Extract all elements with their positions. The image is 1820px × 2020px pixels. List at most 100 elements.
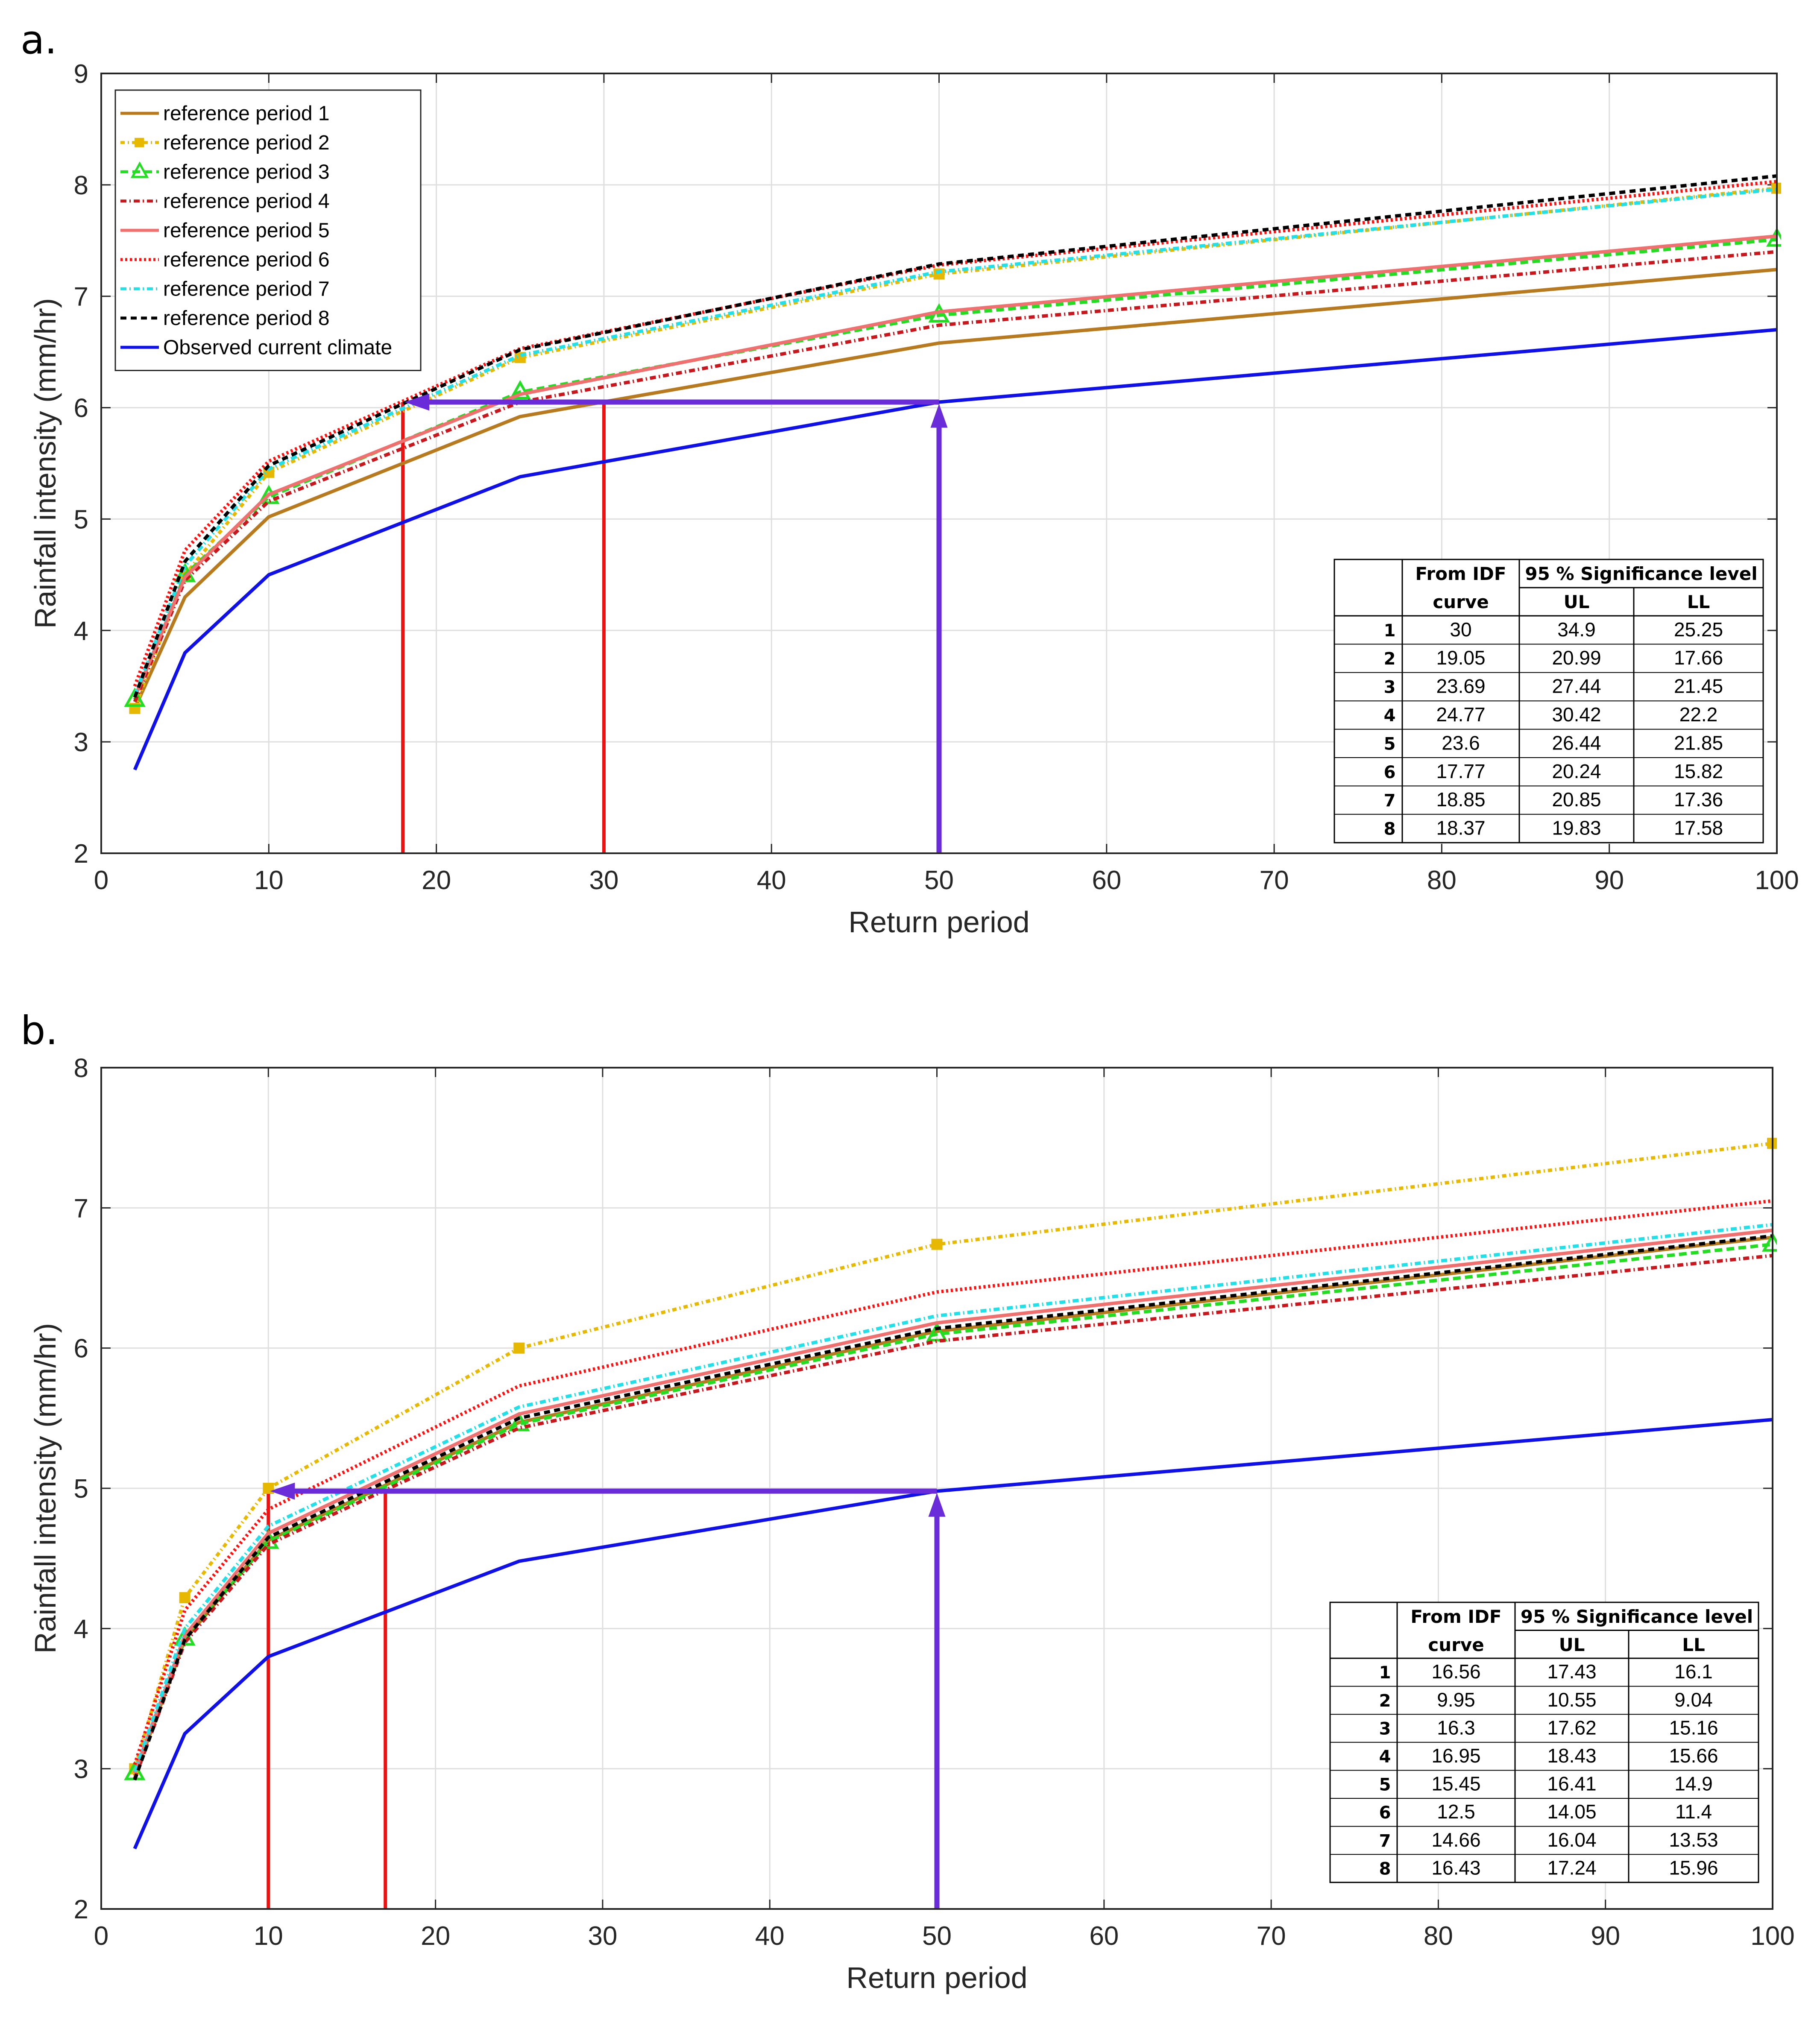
series-point (509, 380, 531, 400)
legend: reference period 1 reference period 2 refe… (114, 89, 422, 371)
series-point (263, 1483, 274, 1494)
x-tick-label: 30 (589, 866, 618, 895)
table-cell-ul: 20.99 (1552, 647, 1601, 669)
arrow-vertical-head (930, 404, 948, 428)
x-tick-label: 50 (924, 866, 954, 895)
series-9 (133, 1418, 1773, 1850)
table-cell-idf: 14.66 (1431, 1829, 1480, 1851)
legend-label: reference period 8 (163, 307, 330, 330)
series-point (931, 1238, 943, 1250)
table-cell-ll: 15.96 (1669, 1856, 1718, 1879)
x-tick-label: 90 (1591, 1921, 1620, 1951)
table-cell-ll: 13.53 (1669, 1829, 1718, 1851)
series-point (258, 485, 280, 504)
table-row-id: 3 (1379, 1719, 1391, 1739)
table-cell-idf: 18.37 (1436, 817, 1485, 839)
arrow-horizontal-head (404, 393, 430, 411)
panel-label: b. (21, 1008, 58, 1054)
table-cell-idf: 30 (1450, 618, 1471, 641)
series-6 (133, 1199, 1773, 1765)
table-cell-ll: 11.4 (1675, 1800, 1712, 1823)
table-cell-idf: 24.77 (1436, 703, 1485, 726)
x-tick-label: 90 (1594, 866, 1624, 895)
panel-label: a. (21, 17, 57, 63)
legend-label: reference period 1 (163, 102, 330, 125)
series-point (179, 1592, 190, 1604)
y-tick-label: 2 (74, 1895, 88, 1924)
series-point (124, 687, 146, 707)
x-tick-label: 0 (94, 1921, 108, 1951)
table-header-idf: From IDF (1410, 1606, 1501, 1627)
table-cell-ll: 17.36 (1674, 788, 1723, 811)
series-line (133, 174, 1777, 698)
x-tick-label: 30 (588, 1921, 617, 1951)
table-cell-idf: 16.3 (1437, 1716, 1475, 1739)
table-cell-ll: 17.58 (1674, 817, 1723, 839)
plot-content (124, 1138, 1777, 1909)
table-cell-ul: 27.44 (1552, 675, 1601, 697)
x-tick-label: 20 (422, 866, 451, 895)
series-1 (133, 268, 1777, 709)
y-tick-label: 2 (74, 839, 88, 869)
table-row-id: 5 (1384, 734, 1396, 754)
y-tick-label: 3 (74, 728, 88, 757)
x-tick-label: 100 (1750, 1921, 1794, 1951)
table-row-id: 1 (1379, 1663, 1391, 1683)
y-axis-title: Rainfall intensity (mm/hr) (29, 1323, 62, 1654)
table-cell-ll: 15.16 (1669, 1716, 1718, 1739)
y-tick-label: 7 (74, 282, 88, 312)
chart-panel-a: a. 0 10 20 30 40 50 60 70 80 90 100 2 3 4 5 6 7 8 9 Return p… (21, 17, 1799, 939)
table-cell-idf: 18.85 (1436, 788, 1485, 811)
legend-marker (130, 161, 149, 178)
x-axis-title: Return period (848, 905, 1029, 939)
table-header-idf-curve: curve (1433, 591, 1489, 612)
legend-label: reference period 7 (163, 278, 330, 300)
table-cell-idf: 12.5 (1437, 1800, 1475, 1823)
table-cell-ul: 20.24 (1552, 760, 1601, 782)
axis-ticks: 0 10 20 30 40 50 60 70 80 90 100 2 3 4 5 6 7 8 9 (74, 59, 1799, 895)
significance-table: From IDF curve 95 % Significance level UL LL… (1333, 559, 1764, 843)
axis-ticks: 0 10 20 30 40 50 60 70 80 90 100 2 3 4 5 6 7 8 (74, 1054, 1795, 1951)
table-header-idf: From IDF (1415, 563, 1506, 584)
series-4 (133, 1254, 1773, 1779)
x-tick-label: 20 (421, 1921, 450, 1951)
series-point (513, 1342, 525, 1354)
arrow-vertical-head (928, 1493, 946, 1517)
legend-label: reference period 6 (163, 249, 330, 271)
table-cell-ul: 10.55 (1547, 1689, 1596, 1711)
table-cell-ll: 16.1 (1674, 1660, 1713, 1683)
table-cell-ll: 9.04 (1674, 1689, 1713, 1711)
x-tick-label: 40 (755, 1921, 785, 1951)
table-cell-ul: 19.83 (1552, 817, 1601, 839)
table-cell-ul: 34.9 (1557, 618, 1596, 641)
table-row-id: 5 (1379, 1775, 1391, 1795)
series-point (508, 1411, 530, 1431)
table-header-significance: 95 % Significance level (1521, 1606, 1753, 1627)
legend-label: reference period 2 (163, 132, 330, 154)
series-line (133, 1234, 1773, 1781)
axes-frame (100, 73, 1778, 854)
x-tick-label: 80 (1424, 1921, 1453, 1951)
significance-table: From IDF curve 95 % Significance level UL LL… (1329, 1601, 1759, 1883)
legend-marker (135, 138, 144, 147)
table-row-id: 4 (1384, 706, 1396, 726)
table-row-id: 2 (1379, 1691, 1391, 1711)
series-8 (133, 174, 1777, 698)
table-cell-ll: 15.82 (1674, 760, 1723, 782)
table-row-id: 6 (1384, 763, 1396, 782)
x-tick-label: 10 (254, 866, 284, 895)
series-9 (133, 328, 1777, 770)
plot-content (124, 174, 1781, 853)
table-header-idf-curve: curve (1428, 1634, 1484, 1655)
series-line (133, 180, 1777, 687)
table-header-ul: UL (1564, 591, 1590, 612)
x-tick-label: 60 (1092, 866, 1121, 895)
y-axis-title: Rainfall intensity (mm/hr) (29, 298, 62, 629)
chart-panel-b: b. 0 10 20 30 40 50 60 70 80 90 100 2 3 4 5 6 7 8 Return pe… (21, 1008, 1795, 1994)
table-row-id: 2 (1384, 649, 1396, 669)
table-cell-idf: 23.6 (1442, 732, 1480, 754)
series-line (133, 1223, 1773, 1772)
series-5 (133, 234, 1777, 698)
y-tick-label: 6 (74, 394, 88, 423)
